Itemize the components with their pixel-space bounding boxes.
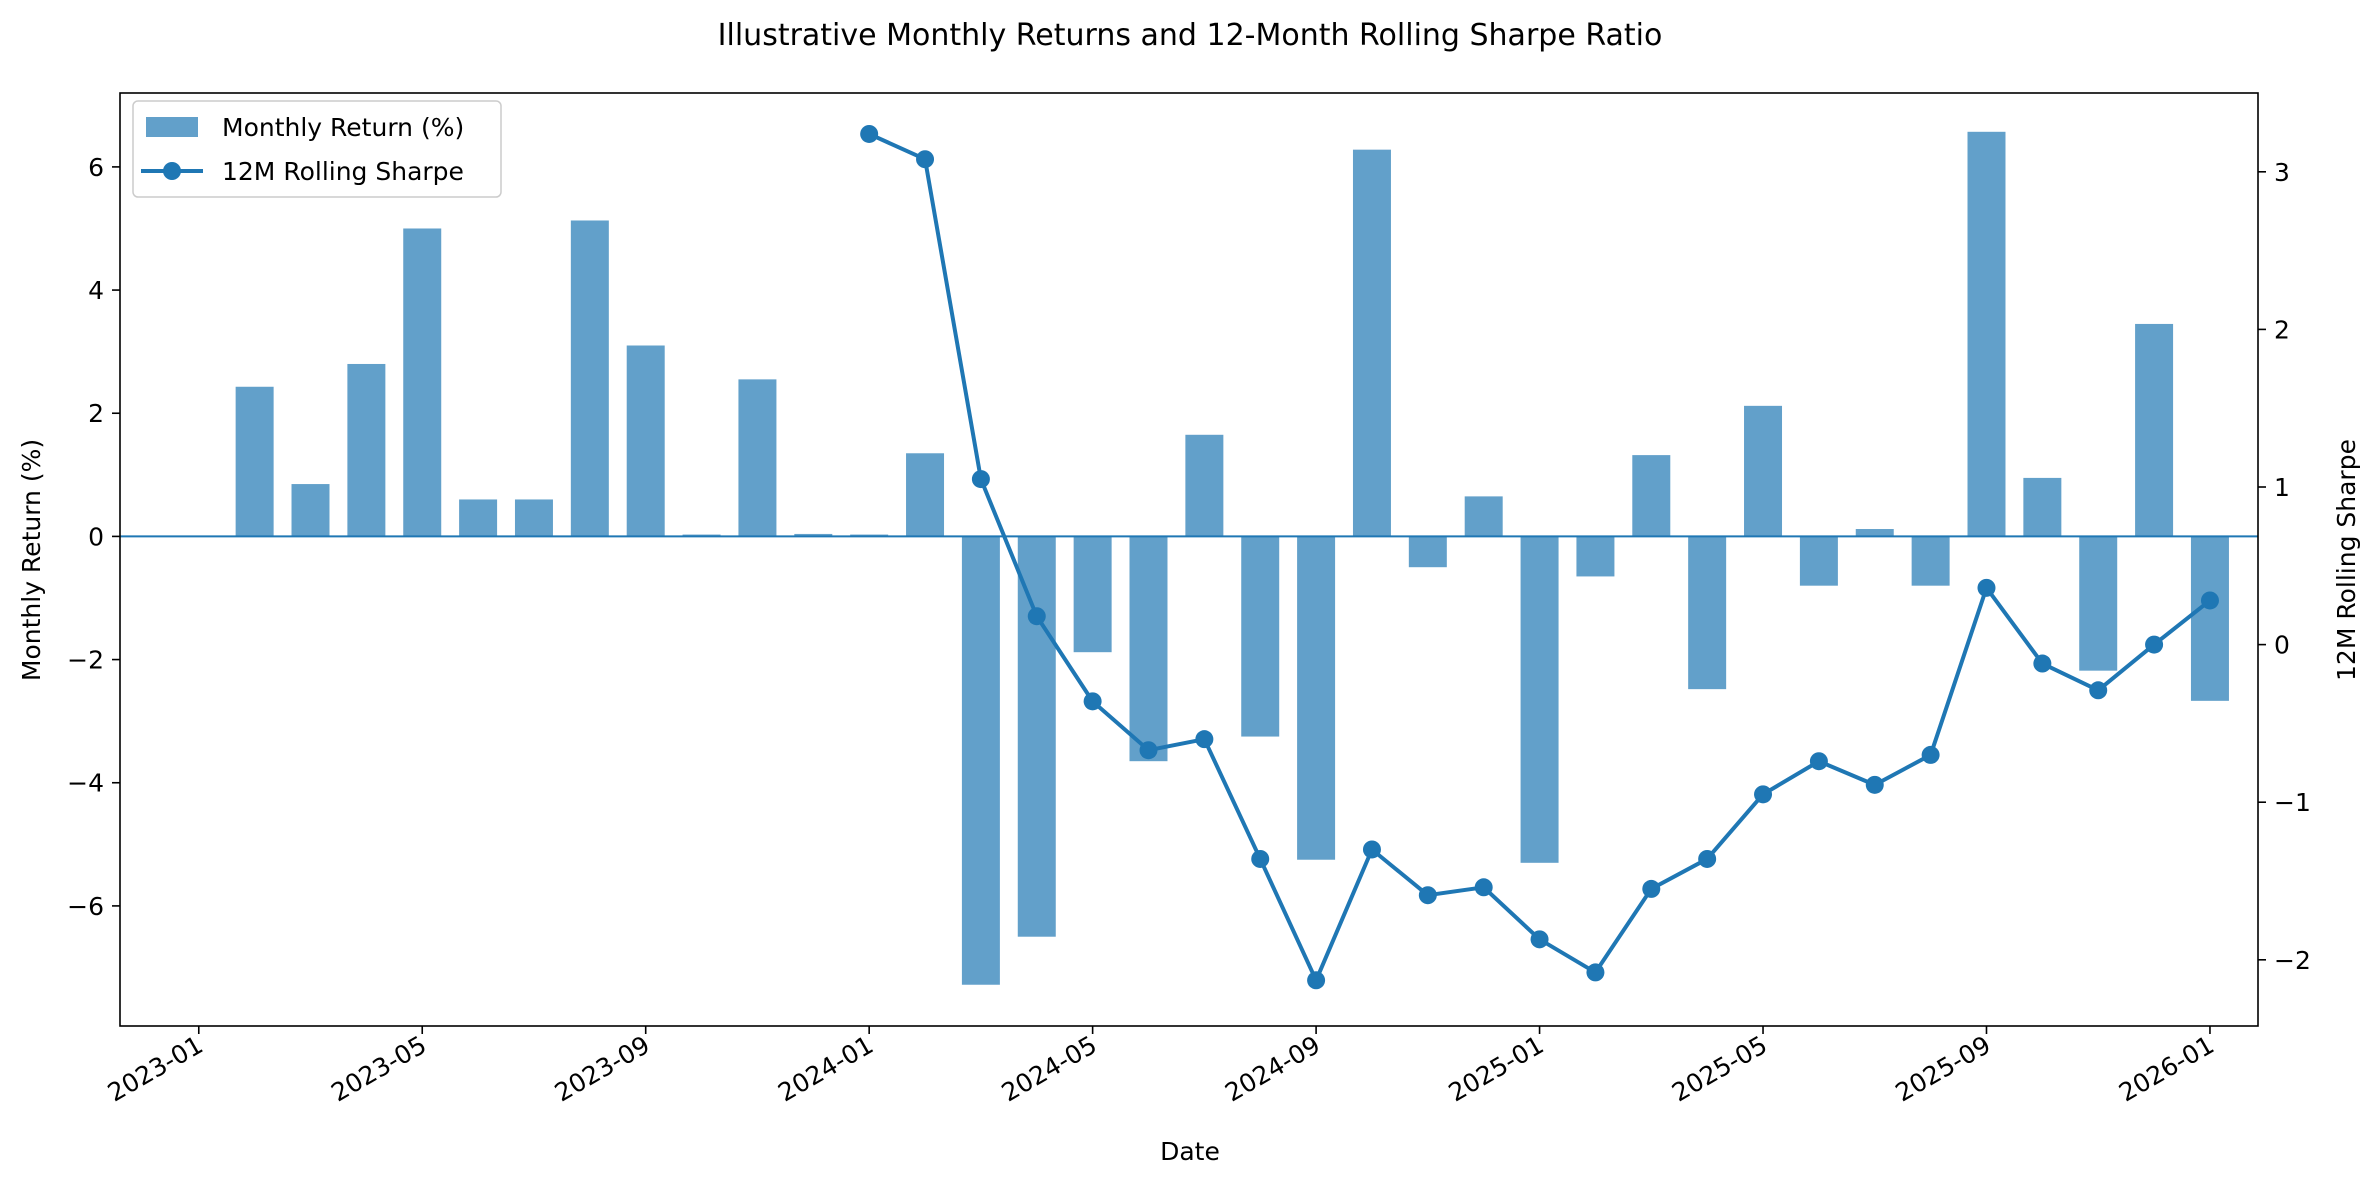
right-tick-label: −2 bbox=[2274, 946, 2311, 975]
sharpe-point-2024-11 bbox=[1418, 886, 1437, 905]
chart-title: Illustrative Monthly Returns and 12-Mont… bbox=[718, 18, 1663, 53]
bar-2024-04 bbox=[1017, 536, 1056, 937]
left-tick-label: −2 bbox=[67, 646, 104, 675]
bar-2023-04 bbox=[347, 363, 386, 537]
sharpe-point-2025-11 bbox=[2089, 681, 2108, 700]
right-tick-label: −1 bbox=[2274, 788, 2311, 817]
bar-2026-01 bbox=[2190, 536, 2229, 701]
bar-2024-07 bbox=[1185, 434, 1224, 537]
left-axis: −6 −4 −2 0 2 4 6 bbox=[67, 153, 120, 921]
legend-line-label: 12M Rolling Sharpe bbox=[222, 157, 464, 186]
sharpe-point-2024-02 bbox=[916, 150, 935, 169]
sharpe-point-2024-05 bbox=[1083, 692, 1102, 711]
right-axis: −2 −1 0 1 2 3 bbox=[2258, 158, 2311, 975]
right-axis-title: 12M Rolling Sharpe bbox=[2332, 439, 2361, 681]
left-tick-label: 4 bbox=[88, 276, 104, 305]
left-tick-label: 6 bbox=[88, 153, 104, 182]
sharpe-point-2024-04 bbox=[1027, 607, 1046, 626]
bar-2024-10 bbox=[1352, 149, 1391, 537]
bar-2024-05 bbox=[1073, 536, 1112, 653]
sharpe-point-2025-01 bbox=[1530, 930, 1549, 949]
bar-2024-09 bbox=[1297, 536, 1336, 860]
right-tick-label: 2 bbox=[2274, 315, 2290, 344]
bars-layer bbox=[235, 131, 2229, 985]
bar-2024-03 bbox=[961, 536, 1000, 985]
bar-2024-06 bbox=[1129, 536, 1168, 762]
left-tick-label: 0 bbox=[88, 522, 104, 551]
sharpe-point-2025-02 bbox=[1586, 963, 1605, 982]
left-axis-title: Monthly Return (%) bbox=[17, 439, 46, 681]
bar-2023-08 bbox=[570, 220, 609, 537]
bar-2023-03 bbox=[291, 484, 330, 537]
sharpe-point-2024-06 bbox=[1139, 741, 1158, 760]
sharpe-point-2026-01 bbox=[2200, 591, 2219, 610]
bar-2025-05 bbox=[1744, 405, 1783, 537]
sharpe-point-2024-03 bbox=[971, 470, 990, 489]
legend-box bbox=[132, 100, 502, 198]
sharpe-point-2025-12 bbox=[2145, 635, 2164, 654]
sharpe-point-2024-09 bbox=[1307, 971, 1326, 990]
bar-2025-09 bbox=[1967, 131, 2006, 537]
sharpe-point-2025-08 bbox=[1921, 745, 1940, 764]
bar-2025-03 bbox=[1632, 455, 1671, 537]
plot-frame bbox=[119, 92, 2259, 1027]
bar-2025-07 bbox=[1855, 529, 1894, 537]
legend-line-marker bbox=[163, 162, 181, 180]
bar-2023-09 bbox=[626, 345, 665, 537]
sharpe-point-2025-09 bbox=[1977, 578, 1996, 597]
sharpe-point-2025-10 bbox=[2033, 654, 2052, 673]
bar-2024-02 bbox=[906, 453, 945, 537]
bar-2023-06 bbox=[459, 499, 498, 537]
sharpe-point-2025-05 bbox=[1754, 785, 1773, 804]
bar-2025-08 bbox=[1911, 536, 1950, 586]
bar-2025-06 bbox=[1799, 536, 1838, 586]
right-tick-label: 1 bbox=[2274, 473, 2290, 502]
right-tick-label: 0 bbox=[2274, 631, 2290, 660]
bar-2025-01 bbox=[1520, 536, 1559, 863]
bar-2024-12 bbox=[1464, 496, 1503, 537]
bar-2025-02 bbox=[1576, 536, 1615, 577]
sharpe-point-2024-10 bbox=[1362, 840, 1381, 859]
bar-2025-10 bbox=[2023, 477, 2062, 537]
bar-2023-02 bbox=[235, 386, 274, 537]
sharpe-point-2025-07 bbox=[1865, 775, 1884, 794]
bar-2023-12 bbox=[794, 533, 833, 537]
left-tick-label: −4 bbox=[67, 769, 104, 798]
bar-2025-12 bbox=[2135, 323, 2174, 537]
sharpe-point-2025-03 bbox=[1642, 879, 1661, 898]
bar-2025-11 bbox=[2079, 536, 2118, 671]
left-tick-label: 2 bbox=[88, 399, 104, 428]
sharpe-point-2024-12 bbox=[1474, 878, 1493, 897]
sharpe-point-2024-01 bbox=[860, 124, 879, 143]
sharpe-point-2025-04 bbox=[1698, 849, 1717, 868]
legend-bar-label: Monthly Return (%) bbox=[222, 113, 464, 142]
sharpe-point-2024-07 bbox=[1195, 730, 1214, 749]
bar-2023-05 bbox=[403, 228, 442, 537]
bar-2023-07 bbox=[514, 499, 553, 537]
x-axis-title: Date bbox=[1160, 1137, 1220, 1166]
sharpe-line-layer bbox=[860, 124, 2219, 990]
bar-2024-08 bbox=[1241, 536, 1280, 737]
legend: Monthly Return (%) 12M Rolling Sharpe bbox=[132, 100, 502, 198]
bar-2025-04 bbox=[1688, 536, 1727, 690]
sharpe-point-2025-06 bbox=[1809, 752, 1828, 771]
bar-2024-11 bbox=[1408, 536, 1447, 568]
left-tick-label: −6 bbox=[67, 892, 104, 921]
sharpe-point-2024-08 bbox=[1251, 849, 1270, 868]
right-tick-label: 3 bbox=[2274, 158, 2290, 187]
legend-bar-swatch bbox=[146, 117, 198, 137]
bar-2023-11 bbox=[738, 379, 777, 537]
